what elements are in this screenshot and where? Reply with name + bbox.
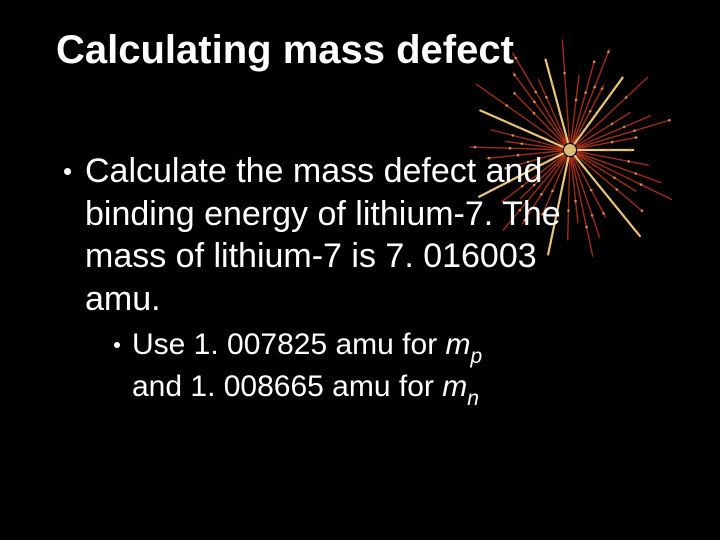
- bullet-dot: [64, 168, 71, 175]
- sub-n: n: [467, 387, 479, 410]
- bullet1-text: Calculate the mass defect and binding en…: [85, 150, 561, 320]
- slide-body: Calculate the mass defect and binding en…: [56, 150, 680, 411]
- var-m-p: m: [446, 328, 471, 361]
- bullet-level1: Calculate the mass defect and binding en…: [64, 150, 680, 320]
- slide: Calculating mass defect Calculate the ma…: [0, 0, 720, 540]
- bullet1-line3: mass of lithium-7 is 7. 016003: [85, 237, 537, 275]
- var-m-n: m: [442, 370, 467, 403]
- bullet1-line1: Calculate the mass defect and: [85, 152, 542, 190]
- bullet-level2: Use 1. 007825 amu for mp and 1. 008665 a…: [114, 326, 680, 411]
- sub-p: p: [471, 345, 483, 368]
- bullet2-mid: and 1. 008665 amu for: [132, 370, 442, 403]
- bullet-dot: [114, 342, 120, 348]
- bullet1-line4: amu.: [85, 280, 161, 318]
- bullet2-text: Use 1. 007825 amu for mp and 1. 008665 a…: [132, 326, 482, 411]
- slide-title: Calculating mass defect: [56, 28, 514, 73]
- bullet1-line2: binding energy of lithium-7. The: [85, 195, 561, 233]
- bullet2-prefix: Use 1. 007825 amu for: [132, 328, 446, 361]
